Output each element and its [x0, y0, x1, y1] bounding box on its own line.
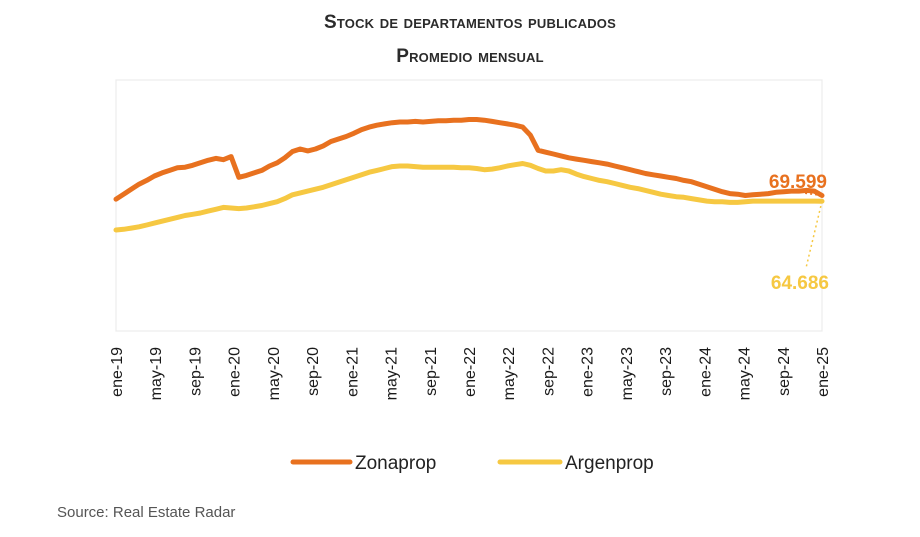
- x-tick-label: sep-23: [658, 347, 675, 396]
- x-tick-label: may-23: [619, 347, 636, 400]
- x-tick-label: ene-19: [109, 347, 126, 397]
- chart-title: Stock de departamentos publicados: [324, 12, 616, 33]
- zonaprop-leader-line: [802, 192, 823, 197]
- legend-label-argenprop: Argenprop: [565, 453, 654, 474]
- zonaprop-end-label: 69.599: [769, 172, 827, 193]
- x-tick-label: sep-20: [305, 347, 322, 396]
- x-tick-label: may-19: [148, 347, 165, 400]
- source-note: Source: Real Estate Radar: [57, 504, 236, 521]
- argenprop-leader-line: [805, 200, 823, 269]
- x-tick-label: sep-21: [423, 347, 440, 396]
- x-tick-label: may-22: [501, 347, 518, 400]
- series-line-zonaprop: [113, 117, 825, 202]
- x-tick-label: ene-25: [815, 347, 832, 397]
- legend-label-zonaprop: Zonaprop: [355, 453, 436, 474]
- x-tick-label: may-20: [266, 347, 283, 400]
- x-tick-label: sep-22: [540, 347, 557, 396]
- x-tick-label: may-21: [384, 347, 401, 400]
- series-line-argenprop: [113, 161, 825, 233]
- x-tick-label: may-24: [737, 347, 754, 400]
- x-tick-label: sep-19: [187, 347, 204, 396]
- x-tick-label: ene-21: [344, 347, 361, 397]
- x-tick-label: sep-24: [776, 347, 793, 396]
- x-tick-label: ene-22: [462, 347, 479, 397]
- chart-subtitle: Promedio mensual: [396, 46, 544, 67]
- x-tick-label: ene-24: [697, 347, 714, 397]
- argenprop-end-label: 64.686: [771, 273, 829, 294]
- x-tick-label: ene-20: [227, 347, 244, 397]
- x-tick-label: ene-23: [580, 347, 597, 397]
